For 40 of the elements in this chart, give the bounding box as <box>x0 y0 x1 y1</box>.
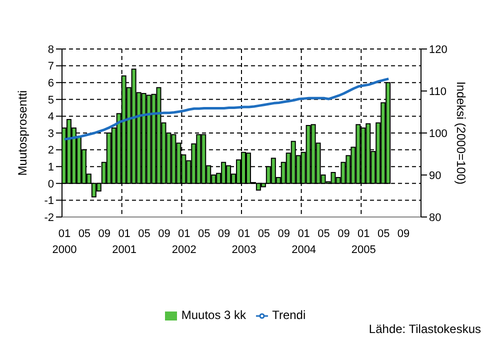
y-tick-label: 4 <box>48 111 54 124</box>
y-tick-label: 8 <box>48 44 54 56</box>
legend-label: Trendi <box>272 308 306 322</box>
x-tick-label: 05 <box>377 228 390 240</box>
y-tick-label: -2 <box>44 212 54 224</box>
x-tick-label: 01 2005 <box>351 228 376 256</box>
y-tick-label: 5 <box>48 94 54 106</box>
text: Lähde: Tilastokeskus <box>368 322 481 336</box>
x-tick-label: 05 <box>78 228 91 240</box>
x-tick-label: 05 <box>138 228 150 240</box>
y-tick-label: 2 <box>48 144 54 157</box>
y-tick-label: 7 <box>48 60 54 73</box>
y-tick-label: 0 <box>48 178 54 190</box>
x-tick-label: 05 <box>198 228 210 240</box>
x-tick-label: 01 2004 <box>292 228 316 256</box>
y2-tick-label: 100 <box>429 128 448 140</box>
y-axis-title: Muutosprosentti <box>15 90 30 176</box>
x-tick-label: 05 <box>258 228 270 240</box>
x-tick-label: 09 <box>98 228 111 240</box>
x-tick-label: 01 2003 <box>232 228 256 256</box>
x-tick-label: 01 2002 <box>172 228 196 256</box>
x-tick-label: 09 <box>338 228 350 240</box>
y2-tick-label: 120 <box>429 44 448 56</box>
y-tick-label: 3 <box>48 128 54 140</box>
y-tick-label: -1 <box>44 195 54 208</box>
x-tick-label: 01 2000 <box>52 228 77 256</box>
y2-tick-label: 80 <box>429 212 442 224</box>
legend-label: Muutos 3 kk <box>181 308 246 322</box>
x-tick-label: 05 <box>318 228 330 240</box>
y2-axis-title: Indeksi (2000=100) <box>454 81 468 185</box>
x-tick-label: 09 <box>158 228 170 240</box>
y-tick-label: 6 <box>48 78 54 90</box>
x-tick-label: 09 <box>218 228 230 240</box>
y-tick-label: 1 <box>48 162 54 174</box>
y2-tick-label: 90 <box>429 170 442 182</box>
line-series <box>63 78 390 141</box>
x-tick-label: 09 <box>397 228 410 240</box>
x-tick-label: 01 2001 <box>112 228 137 256</box>
y2-tick-label: 110 <box>429 86 447 98</box>
x-tick-label: 09 <box>278 228 290 240</box>
